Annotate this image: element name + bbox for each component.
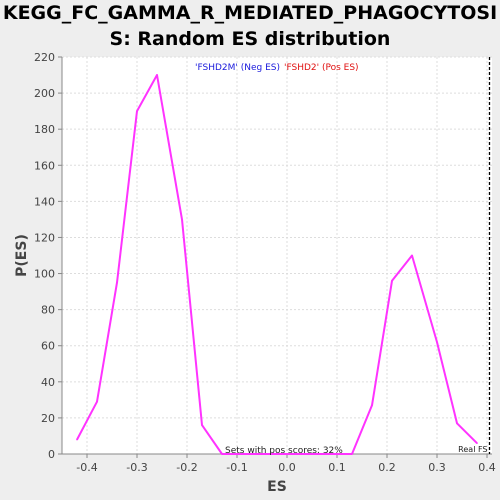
y-tick-label: 100 (34, 268, 55, 281)
legend-neg-label: 'FSHD2M' (Neg ES) (195, 63, 280, 73)
legend-pos-label: 'FSHD2' (Pos ES) (284, 63, 359, 73)
es-data-point (181, 218, 183, 221)
y-tick-label: 220 (34, 51, 55, 64)
pos-scores-annotation: Sets with pos scores: 32% (225, 446, 343, 456)
es-data-point (391, 279, 393, 282)
es-data-point (136, 110, 138, 112)
x-tick-label: -0.2 (176, 461, 197, 474)
chart-title-line-1: KEGG_FC_GAMMA_R_MEDIATED_PHAGOCYTOSI (2, 2, 498, 24)
chart-title-line-2: S: Random ES distribution (109, 28, 391, 50)
y-tick-label: 40 (41, 376, 55, 389)
es-data-point (411, 254, 413, 257)
y-tick-label: 120 (34, 231, 55, 244)
es-data-point (76, 438, 78, 441)
real-es-label: Real FS (458, 445, 487, 454)
y-tick-label: 20 (41, 412, 55, 425)
y-axis-title: P(ES) (14, 234, 30, 277)
x-tick-label: 0.4 (478, 461, 496, 474)
x-tick-label: 0.3 (428, 461, 446, 474)
y-tick-label: 60 (41, 340, 55, 353)
es-data-point (351, 453, 353, 455)
x-axis-title: ES (267, 479, 287, 495)
x-tick-label: 0.1 (328, 461, 346, 474)
es-data-point (116, 281, 118, 284)
es-data-point (221, 453, 223, 455)
es-data-point (156, 74, 158, 76)
x-tick-label: 0.2 (378, 461, 396, 474)
y-tick-label: 160 (34, 159, 55, 172)
y-tick-label: 180 (34, 123, 55, 136)
plot-area (62, 57, 492, 454)
x-tick-label: -0.3 (126, 461, 147, 474)
x-tick-label: -0.1 (226, 461, 247, 474)
x-tick-label: -0.4 (76, 461, 97, 474)
y-tick-label: 0 (48, 448, 55, 461)
es-data-point (96, 400, 98, 403)
x-tick-label: 0.0 (278, 461, 296, 474)
y-tick-label: 200 (34, 87, 55, 100)
es-data-point (476, 442, 478, 444)
y-tick-label: 140 (34, 195, 55, 208)
es-data-point (201, 424, 203, 426)
es-data-point (371, 404, 373, 407)
es-data-point (436, 341, 438, 343)
y-tick-label: 80 (41, 304, 55, 317)
es-data-point (456, 422, 458, 425)
